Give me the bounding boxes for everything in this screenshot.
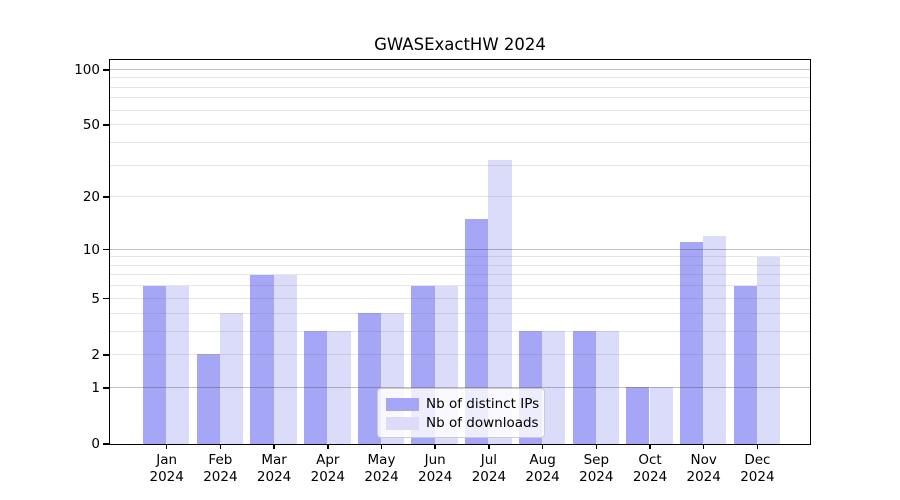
bar-distinct-ips-feb: [196, 354, 220, 444]
y-axis-tick: [102, 354, 109, 356]
gridline-minor: [109, 86, 810, 88]
y-axis-tick: [102, 124, 109, 126]
gridline-minor: [109, 196, 810, 198]
legend-label-downloads: Nb of downloads: [426, 415, 539, 431]
y-axis-tick: [102, 196, 109, 198]
y-axis-tick-label: 0: [91, 436, 100, 452]
bar-downloads-jul: [488, 160, 512, 444]
x-axis-tick: [380, 444, 383, 449]
gridline-minor: [109, 77, 810, 79]
bar-downloads-jan: [166, 285, 190, 444]
legend-row-distinct-ips: Nb of distinct IPs: [386, 395, 539, 413]
x-axis-tick-label: Dec 2024: [740, 452, 775, 485]
y-axis-tick-label: 1: [91, 379, 100, 396]
bar-distinct-ips-mar: [250, 274, 274, 444]
y-axis-tick-label: 50: [82, 117, 100, 134]
gridline-minor: [109, 353, 810, 355]
x-axis-tick: [595, 444, 598, 449]
plot-area: [108, 58, 811, 445]
gridline-minor: [109, 109, 810, 111]
x-axis-tick-label: Nov 2024: [686, 452, 721, 485]
gridline-minor: [109, 164, 810, 166]
gridline-minor: [109, 274, 810, 276]
y-axis-tick-label: 5: [91, 290, 100, 307]
bar-distinct-ips-may: [357, 313, 381, 444]
legend-swatch-distinct-ips: [386, 397, 419, 411]
y-axis-tick-label: 20: [82, 189, 100, 206]
gridline-minor: [109, 141, 810, 143]
gridline-minor: [109, 264, 810, 266]
bar-downloads-oct: [649, 387, 673, 444]
x-axis-tick-label: Feb 2024: [203, 452, 238, 485]
x-axis-tick-label: Oct 2024: [632, 452, 668, 485]
gridline-major: [109, 386, 810, 388]
y-axis-tick-label: 100: [74, 61, 100, 78]
bar-distinct-ips-apr: [304, 331, 328, 444]
y-axis-tick-label: 2: [91, 346, 100, 363]
bar-downloads-apr: [327, 331, 351, 444]
x-axis-tick: [273, 444, 275, 449]
x-axis-tick: [541, 444, 544, 449]
x-axis-tick-label: Jan 2024: [149, 452, 184, 485]
y-axis-tick: [102, 69, 109, 71]
gridline-minor: [109, 330, 810, 332]
bar-downloads-sep: [595, 331, 620, 444]
x-axis-tick-label: Aug 2024: [525, 452, 560, 485]
bar-distinct-ips-nov: [679, 242, 704, 444]
gridline-minor: [109, 285, 810, 287]
bar-distinct-ips-sep: [572, 331, 596, 444]
x-axis-tick-label: Apr 2024: [310, 452, 345, 485]
bar-distinct-ips-jul: [465, 218, 489, 444]
x-axis-tick: [756, 444, 759, 449]
x-axis-tick: [434, 444, 436, 449]
y-axis-tick-label: 10: [82, 241, 100, 258]
x-axis-tick: [702, 444, 705, 449]
gridline-major: [109, 68, 810, 70]
bar-downloads-mar: [273, 274, 297, 444]
x-axis-tick-label: Mar 2024: [256, 452, 292, 485]
x-axis-tick: [488, 444, 490, 449]
x-axis-tick-label: Jul 2024: [471, 452, 507, 485]
gridline-minor: [109, 256, 810, 258]
bar-distinct-ips-dec: [733, 285, 757, 444]
gridline-minor: [109, 312, 810, 314]
chart-title: GWASExactHW 2024: [374, 35, 546, 54]
x-axis-tick-label: Sep 2024: [579, 452, 614, 485]
x-axis-tick: [649, 444, 651, 449]
y-axis-tick: [102, 387, 109, 389]
bar-distinct-ips-jan: [142, 285, 167, 444]
gridline-major: [109, 248, 810, 250]
bar-downloads-feb: [219, 313, 244, 444]
bar-downloads-aug: [542, 331, 566, 444]
x-axis-tick-label: Jun 2024: [418, 452, 453, 485]
y-axis-tick: [102, 443, 109, 445]
legend-swatch-downloads: [386, 416, 419, 430]
x-axis-tick-label: May 2024: [364, 452, 399, 485]
legend: Nb of distinct IPs Nb of downloads: [377, 388, 545, 438]
legend-row-downloads: Nb of downloads: [386, 414, 539, 432]
legend-label-distinct-ips: Nb of distinct IPs: [426, 396, 540, 412]
bar-downloads-dec: [756, 256, 781, 444]
y-axis-tick: [102, 297, 109, 300]
x-axis-tick: [165, 444, 168, 449]
gridline-minor: [109, 297, 810, 299]
x-axis-tick: [219, 444, 222, 449]
gridline-minor: [109, 97, 810, 99]
bar-distinct-ips-oct: [626, 387, 650, 444]
bar-downloads-nov: [703, 235, 727, 444]
x-axis-tick: [327, 444, 329, 449]
gridline-minor: [109, 124, 810, 126]
y-axis-tick: [102, 248, 109, 251]
